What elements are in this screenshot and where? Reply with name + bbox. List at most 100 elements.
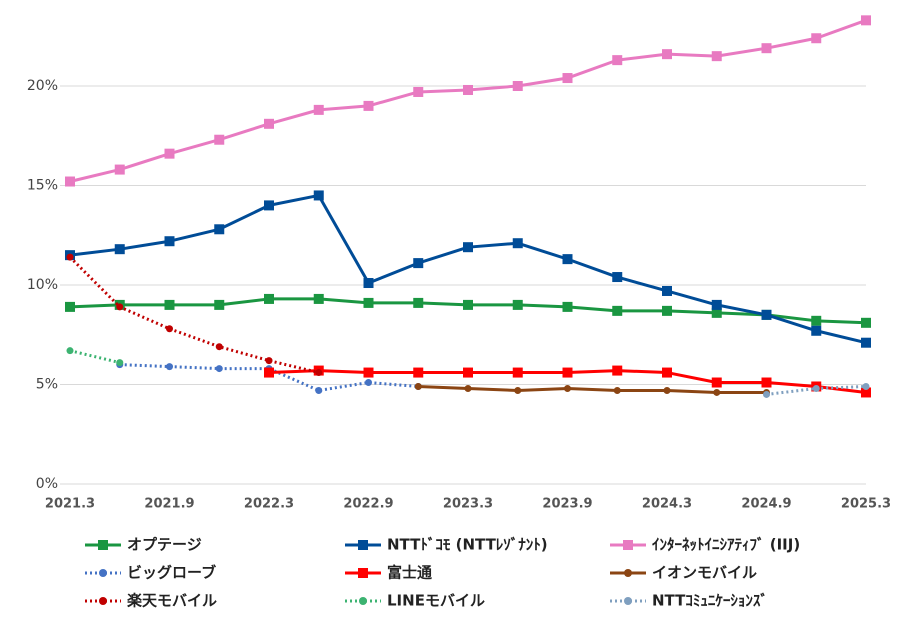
marker	[612, 305, 623, 316]
marker	[761, 377, 772, 388]
marker	[711, 51, 722, 62]
series-line	[69, 193, 867, 345]
marker	[215, 343, 223, 351]
marker	[215, 365, 223, 373]
y-tick-label: 20%	[27, 78, 58, 94]
marker	[562, 254, 573, 265]
marker	[811, 325, 822, 336]
legend-label: 富士通	[387, 564, 432, 582]
marker	[65, 176, 75, 187]
marker	[413, 86, 424, 97]
legend-marker	[624, 597, 632, 605]
legend-label: ビッグローブ	[127, 564, 216, 582]
series-line	[418, 384, 767, 394]
legend-label: 楽天モバイル	[127, 592, 217, 610]
marker	[363, 297, 374, 308]
x-tick-label: 2021.9	[144, 497, 194, 512]
marker	[313, 190, 324, 201]
marker	[562, 73, 573, 84]
x-tick-label: 2025.3	[841, 497, 891, 512]
marker	[413, 258, 424, 269]
marker	[264, 367, 274, 378]
x-tick-label: 2022.3	[244, 497, 294, 512]
marker	[116, 303, 124, 311]
marker	[713, 388, 721, 396]
marker	[464, 384, 472, 392]
marker	[812, 384, 820, 392]
x-tick-label: 2021.3	[45, 497, 95, 512]
legend-marker	[99, 569, 107, 577]
marker	[116, 359, 124, 367]
marker	[711, 299, 722, 310]
marker	[861, 337, 871, 348]
x-tick-label: 2023.3	[443, 497, 493, 512]
marker	[512, 81, 523, 91]
marker	[365, 379, 372, 387]
marker	[613, 386, 621, 394]
marker	[166, 363, 173, 371]
y-tick-label: 10%	[27, 277, 58, 293]
legend-label: イオンモバイル	[652, 564, 757, 582]
legend-marker	[623, 540, 633, 550]
marker	[414, 382, 422, 390]
series-line	[69, 349, 121, 365]
legend-label: オプテージ	[127, 536, 202, 554]
marker	[463, 242, 473, 253]
y-tick-label: 15%	[27, 178, 58, 194]
y-tick-label: 0%	[36, 476, 58, 492]
marker	[763, 390, 770, 398]
x-tick-label: 2024.3	[642, 497, 692, 512]
marker	[214, 224, 225, 235]
x-tick-label: 2023.9	[542, 497, 592, 512]
marker	[413, 367, 424, 378]
marker	[562, 367, 573, 378]
marker	[363, 278, 374, 289]
marker	[662, 49, 672, 60]
legend-label: LINEモバイル	[387, 592, 485, 610]
x-tick-label: 2024.9	[741, 497, 791, 512]
marker	[612, 272, 623, 283]
legend-marker	[98, 540, 108, 550]
marker	[264, 118, 274, 129]
marker	[164, 148, 175, 159]
marker	[463, 84, 473, 95]
marker	[265, 357, 273, 365]
marker	[363, 100, 374, 111]
marker	[612, 55, 623, 66]
marker	[811, 33, 822, 44]
marker	[512, 367, 523, 378]
marker	[164, 299, 175, 310]
marker	[114, 244, 125, 255]
legend-label: NTTﾄﾞｺﾓ (NTTﾚｿﾞﾅﾝﾄ)	[387, 536, 548, 554]
y-tick-label: 5%	[36, 377, 58, 393]
series-line	[69, 18, 867, 183]
marker	[313, 104, 324, 115]
marker	[463, 299, 473, 310]
legend-label: NTTｺﾐｭﾆｹｰｼｮﾝｽﾞ	[652, 592, 768, 610]
marker	[315, 369, 323, 377]
marker	[65, 301, 75, 312]
marker	[463, 367, 473, 378]
marker	[313, 293, 324, 304]
marker	[264, 293, 274, 304]
marker	[315, 386, 323, 394]
marker	[862, 382, 870, 390]
marker	[164, 236, 175, 247]
marker	[662, 367, 672, 378]
marker	[612, 365, 623, 376]
marker	[564, 384, 571, 392]
marker	[363, 367, 374, 378]
legend-marker	[99, 597, 107, 605]
marker	[512, 238, 523, 249]
marker	[264, 200, 274, 211]
marker	[214, 299, 225, 310]
marker	[413, 297, 424, 308]
marker	[214, 134, 225, 145]
marker	[66, 347, 74, 355]
legend-marker	[359, 597, 367, 605]
marker	[663, 386, 671, 394]
marker	[662, 305, 672, 316]
marker	[861, 317, 871, 328]
marker	[166, 325, 173, 333]
